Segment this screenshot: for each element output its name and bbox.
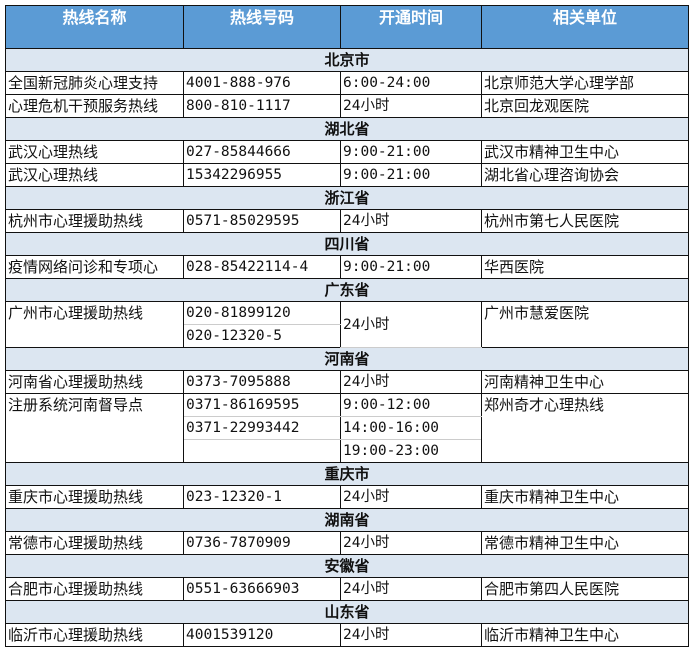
related-unit: 杭州市第七人民医院 bbox=[481, 209, 689, 233]
section-title: 河南省 bbox=[5, 347, 689, 371]
section-title: 重庆市 bbox=[5, 462, 689, 486]
table-row: 注册系统河南督导点 0371-86169595 9:00-12:00 郑州奇才心理热线 bbox=[5, 393, 689, 463]
hotline-number: 0371-22993442 bbox=[183, 416, 341, 440]
hotline-number: 0373-7095888 bbox=[183, 370, 341, 394]
table-row: 武汉心理热线 027-85844666 9:00-21:00 武汉市精神卫生中心 bbox=[5, 140, 689, 164]
section-title: 浙江省 bbox=[5, 186, 689, 210]
open-hours: 9:00-21:00 bbox=[340, 255, 482, 279]
hotline-number: 020-12320-5 bbox=[183, 324, 341, 348]
related-unit: 北京回龙观医院 bbox=[481, 94, 689, 118]
section-row: 广东省 bbox=[5, 278, 689, 302]
related-unit: 临沂市精神卫生中心 bbox=[481, 623, 689, 647]
header-open-hours: 开通时间 bbox=[340, 5, 482, 49]
open-hours: 24小时 bbox=[340, 623, 482, 647]
section-title: 湖北省 bbox=[5, 117, 689, 141]
hotline-number: 027-85844666 bbox=[183, 140, 341, 164]
section-row: 山东省 bbox=[5, 600, 689, 624]
open-hours: 24小时 bbox=[340, 531, 482, 555]
table-row: 心理危机干预服务热线 800-810-1117 24小时 北京回龙观医院 bbox=[5, 94, 689, 118]
hotline-number: 0371-86169595 bbox=[183, 393, 341, 417]
open-hours: 24小时 bbox=[340, 370, 482, 394]
table-row: 合肥市心理援助热线 0551-63666903 24小时 合肥市第四人民医院 bbox=[5, 577, 689, 601]
related-unit: 北京师范大学心理学部 bbox=[481, 71, 689, 95]
related-unit: 常德市精神卫生中心 bbox=[481, 531, 689, 555]
section-title: 北京市 bbox=[5, 48, 689, 72]
table-row: 19:00-23:00 bbox=[6, 439, 689, 463]
section-row: 湖北省 bbox=[5, 117, 689, 141]
related-unit: 重庆市精神卫生中心 bbox=[481, 485, 689, 509]
hotline-name: 临沂市心理援助热线 bbox=[5, 623, 184, 647]
open-hours: 19:00-23:00 bbox=[340, 439, 482, 463]
hotline-number: 0571-85029595 bbox=[183, 209, 341, 233]
open-hours: 9:00-21:00 bbox=[340, 140, 482, 164]
section-row: 湖南省 bbox=[5, 508, 689, 532]
header-hotline-number: 热线号码 bbox=[183, 5, 341, 49]
open-hours: 24小时 bbox=[340, 577, 482, 601]
related-unit: 武汉市精神卫生中心 bbox=[481, 140, 689, 164]
hotline-name: 心理危机干预服务热线 bbox=[5, 94, 184, 118]
open-hours: 9:00-12:00 bbox=[340, 393, 482, 417]
table-row: 全国新冠肺炎心理支持 4001-888-976 6:00-24:00 北京师范大学心理… bbox=[5, 71, 689, 95]
open-hours: 24小时 bbox=[340, 301, 482, 348]
table-row: 重庆市心理援助热线 023-12320-1 24小时 重庆市精神卫生中心 bbox=[5, 485, 689, 509]
open-hours: 9:00-21:00 bbox=[340, 163, 482, 187]
section-row: 浙江省 bbox=[5, 186, 689, 210]
hotline-name: 重庆市心理援助热线 bbox=[5, 485, 184, 509]
table-row: 广州市心理援助热线 020-81899120 24小时 广州市慧爱医院 bbox=[5, 301, 689, 348]
table-row: 武汉心理热线 15342296955 9:00-21:00 湖北省心理咨询协会 bbox=[5, 163, 689, 187]
related-unit: 湖北省心理咨询协会 bbox=[481, 163, 689, 187]
section-row: 安徽省 bbox=[5, 554, 689, 578]
header-related-unit: 相关单位 bbox=[481, 5, 689, 49]
hotline-number: 4001539120 bbox=[183, 623, 341, 647]
table-row: 杭州市心理援助热线 0571-85029595 24小时 杭州市第七人民医院 bbox=[5, 209, 689, 233]
hotline-name: 全国新冠肺炎心理支持 bbox=[5, 71, 184, 95]
hotline-name: 疫情网络问诊和专项心 bbox=[5, 255, 184, 279]
hotline-number: 800-810-1117 bbox=[183, 94, 341, 118]
table-row: 河南省心理援助热线 0373-7095888 24小时 河南精神卫生中心 bbox=[5, 370, 689, 394]
section-title: 湖南省 bbox=[5, 508, 689, 532]
related-unit: 河南精神卫生中心 bbox=[481, 370, 689, 394]
related-unit: 郑州奇才心理热线 bbox=[481, 393, 689, 463]
open-hours: 14:00-16:00 bbox=[340, 416, 482, 440]
section-row: 北京市 bbox=[5, 48, 689, 72]
hotline-number: 4001-888-976 bbox=[183, 71, 341, 95]
hotline-name: 常德市心理援助热线 bbox=[5, 531, 184, 555]
open-hours: 24小时 bbox=[340, 485, 482, 509]
hotline-number: 0736-7870909 bbox=[183, 531, 341, 555]
related-unit: 合肥市第四人民医院 bbox=[481, 577, 689, 601]
hotline-name: 武汉心理热线 bbox=[5, 163, 184, 187]
table-row: 临沂市心理援助热线 4001539120 24小时 临沂市精神卫生中心 bbox=[5, 623, 689, 647]
hotline-number: 0551-63666903 bbox=[183, 577, 341, 601]
related-unit: 华西医院 bbox=[481, 255, 689, 279]
hotline-name: 河南省心理援助热线 bbox=[5, 370, 184, 394]
header-hotline-name: 热线名称 bbox=[5, 5, 184, 49]
hotline-name: 注册系统河南督导点 bbox=[5, 393, 184, 463]
table-row: 常德市心理援助热线 0736-7870909 24小时 常德市精神卫生中心 bbox=[5, 531, 689, 555]
open-hours: 24小时 bbox=[340, 209, 482, 233]
hotline-table: 热线名称 热线号码 开通时间 相关单位 北京市 全国新冠肺炎心理支持 4001-88… bbox=[5, 5, 689, 647]
section-title: 四川省 bbox=[5, 232, 689, 256]
open-hours: 24小时 bbox=[340, 94, 482, 118]
hotline-number: 023-12320-1 bbox=[183, 485, 341, 509]
section-title: 安徽省 bbox=[5, 554, 689, 578]
hotline-number: 15342296955 bbox=[183, 163, 341, 187]
hotline-number: 020-81899120 bbox=[183, 301, 341, 325]
hotline-name: 广州市心理援助热线 bbox=[5, 301, 184, 348]
section-title: 广东省 bbox=[5, 278, 689, 302]
table-row: 020-12320-5 bbox=[6, 324, 689, 348]
open-hours: 6:00-24:00 bbox=[340, 71, 482, 95]
section-row: 河南省 bbox=[5, 347, 689, 371]
hotline-name: 杭州市心理援助热线 bbox=[5, 209, 184, 233]
hotline-number bbox=[183, 439, 341, 463]
related-unit: 广州市慧爱医院 bbox=[481, 301, 689, 348]
section-title: 山东省 bbox=[5, 600, 689, 624]
hotline-name: 武汉心理热线 bbox=[5, 140, 184, 164]
header-row: 热线名称 热线号码 开通时间 相关单位 bbox=[5, 5, 689, 49]
table-row: 疫情网络问诊和专项心 028-85422114-4 9:00-21:00 华西医院 bbox=[5, 255, 689, 279]
hotline-name: 合肥市心理援助热线 bbox=[5, 577, 184, 601]
section-row: 四川省 bbox=[5, 232, 689, 256]
section-row: 重庆市 bbox=[5, 462, 689, 486]
hotline-number: 028-85422114-4 bbox=[183, 255, 341, 279]
table-row: 0371-22993442 14:00-16:00 bbox=[6, 416, 689, 440]
